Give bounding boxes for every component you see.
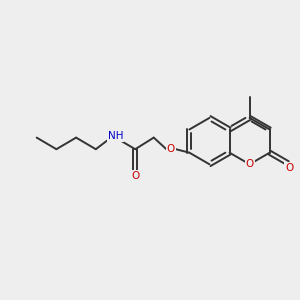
- Text: O: O: [131, 171, 139, 181]
- Text: O: O: [245, 159, 254, 169]
- Text: O: O: [285, 163, 293, 172]
- Text: O: O: [167, 144, 175, 154]
- Text: NH: NH: [108, 131, 123, 141]
